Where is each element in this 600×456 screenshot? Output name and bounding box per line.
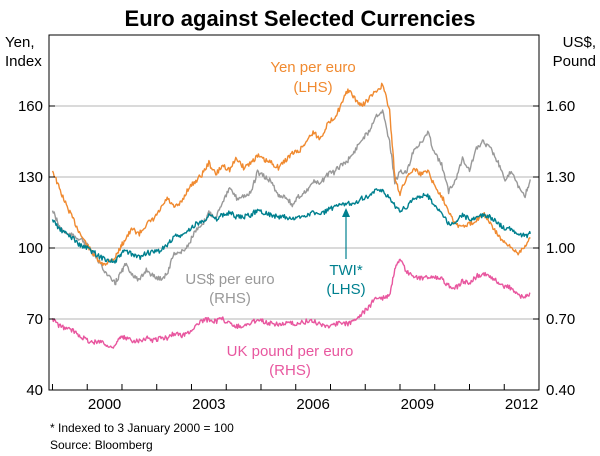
yen-per-euro-line — [51, 82, 531, 267]
usd-series-label: US$ per euro — [185, 271, 274, 288]
axis-ticks: 40 70 100 130 160 0.40 0.70 1.00 1.30 1.60 2000 200… — [18, 98, 575, 413]
right-tick-label: 1.30 — [546, 169, 575, 186]
twi-line — [51, 188, 531, 264]
left-tick-label: 70 — [26, 311, 43, 328]
gbp-series-label-axis: (RHS) — [269, 362, 311, 379]
twi-annotation-arrowhead — [342, 208, 350, 217]
left-tick-label: 40 — [26, 382, 43, 399]
plot-frame — [48, 34, 540, 391]
right-axis-label-line1: US$, — [563, 34, 596, 51]
x-tick-label: 2009 — [401, 396, 434, 413]
twi-series-label-axis: (LHS) — [326, 281, 365, 298]
x-tick-label: 2012 — [505, 396, 538, 413]
left-tick-label: 100 — [18, 240, 43, 257]
x-tick-label: 2000 — [88, 396, 121, 413]
usd-series-label-axis: (RHS) — [209, 290, 251, 307]
yen-series-label: Yen per euro — [270, 59, 355, 76]
right-tick-label: 0.70 — [546, 311, 575, 328]
right-tick-label: 1.60 — [546, 98, 575, 115]
source-note: Source: Bloomberg — [50, 438, 153, 452]
right-tick-label: 0.40 — [546, 382, 575, 399]
chart-title: Euro against Selected Currencies — [125, 6, 476, 31]
x-tick-label: 2003 — [192, 396, 225, 413]
left-tick-label: 160 — [18, 98, 43, 115]
x-tick-label: 2006 — [296, 396, 329, 413]
left-axis-label-line2: Index — [5, 53, 42, 70]
series-lines — [51, 82, 531, 349]
gbp-series-label: UK pound per euro — [227, 343, 354, 360]
twi-series-label: TWI* — [329, 262, 362, 279]
uk-pound-per-euro-line — [51, 258, 531, 349]
left-tick-label: 130 — [18, 169, 43, 186]
us-per-euro-line — [51, 109, 531, 286]
footnote: * Indexed to 3 January 2000 = 100 — [50, 421, 234, 435]
yen-series-label-axis: (LHS) — [293, 79, 332, 96]
left-axis-label-line1: Yen, — [5, 34, 34, 51]
right-tick-label: 1.00 — [546, 240, 575, 257]
right-axis-label-line2: Pound — [553, 53, 596, 70]
